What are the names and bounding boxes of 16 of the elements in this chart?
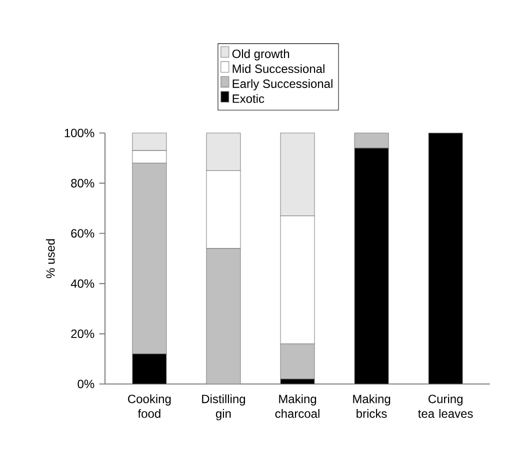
x-tick-label: Making bricks — [353, 394, 390, 418]
y-tick-label: 60% — [71, 229, 94, 238]
y-tick-label: 100% — [64, 128, 94, 138]
x-tick-label: Making charcoal — [275, 394, 320, 418]
legend-label: Early Successional — [232, 79, 332, 90]
y-tick-label: 20% — [71, 330, 94, 338]
x-tick-label: Cooking food — [128, 394, 171, 418]
y-tick-label: 40% — [70, 279, 94, 288]
y-tick-label: 0% — [78, 380, 94, 388]
y-axis-title: % used — [46, 239, 55, 278]
legend-label: Exotic — [232, 94, 264, 103]
x-tick-label: Distilling gin — [202, 394, 246, 420]
y-tick-label: 80% — [71, 178, 94, 188]
legend-label: Old growth — [232, 49, 290, 60]
legend-label: Mid Successional — [232, 64, 324, 74]
x-tick-label: Curing tea leaves — [418, 394, 473, 418]
